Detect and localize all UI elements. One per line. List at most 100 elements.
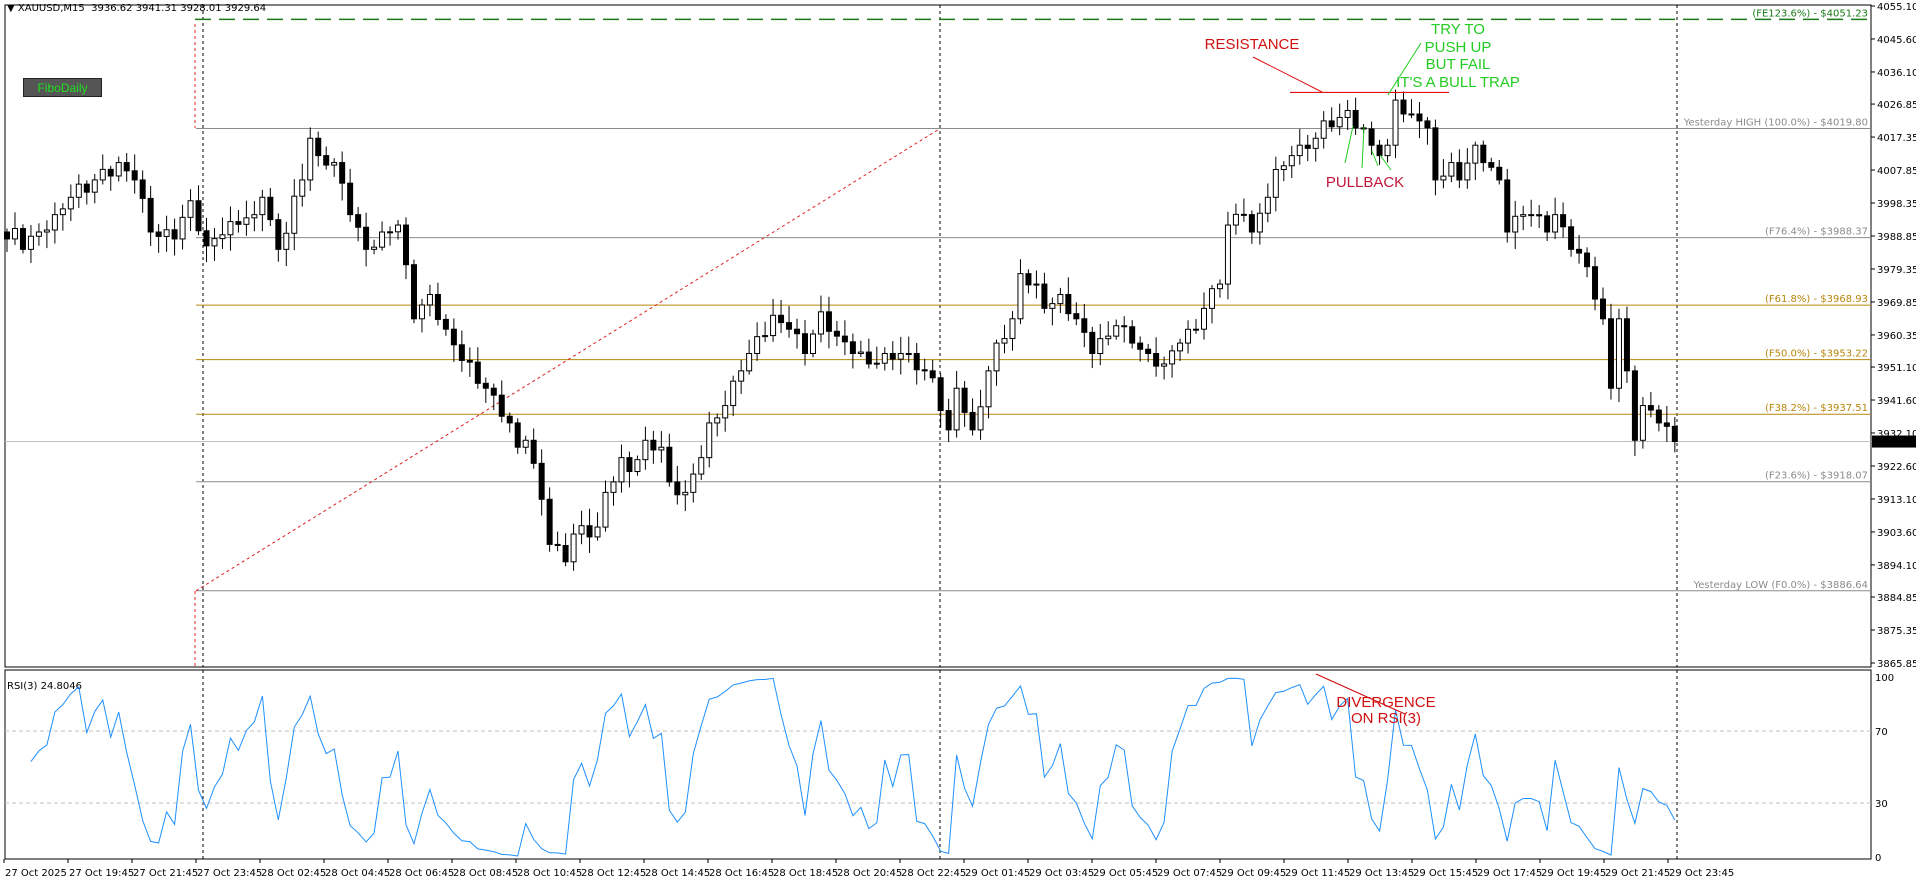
time-tick-label: 28 Oct 18:45 (773, 868, 838, 879)
bear-candle (921, 369, 928, 372)
bear-candle (490, 387, 497, 396)
bull-candle (219, 234, 226, 240)
bull-candle (163, 229, 170, 237)
time-tick-label: 28 Oct 22:45 (901, 868, 966, 879)
rsi-pane-border (4, 669, 1872, 860)
bull-candle (746, 352, 753, 372)
bear-candle (1647, 405, 1654, 411)
bear-candle (1655, 409, 1662, 424)
bear-candle (363, 226, 370, 250)
bear-candle (1073, 313, 1080, 320)
bull-candle (1161, 363, 1168, 367)
bear-candle (586, 525, 593, 538)
bear-candle (1504, 179, 1511, 233)
bear-candle (267, 196, 274, 221)
price-tick-label: 3875.35 (1877, 626, 1916, 637)
bull-candle (43, 229, 50, 233)
bull-candle (187, 200, 194, 218)
symbol-label: XAUUSD,M15 (17, 3, 85, 14)
bear-candle (450, 328, 457, 346)
price-tick-label: 3951.10 (1877, 363, 1916, 374)
bull-candle (371, 246, 378, 250)
pullback-pointer (1379, 154, 1392, 171)
bear-candle (794, 328, 801, 335)
bear-candle (514, 422, 521, 448)
bear-candle (506, 415, 513, 424)
fib-label: (FE123.6%) - $4051.23 (1752, 8, 1868, 19)
bear-candle (1631, 370, 1638, 441)
pullback-pointer (1371, 150, 1379, 167)
bull-candle (1105, 335, 1112, 340)
bear-candle (83, 183, 90, 193)
bear-candle (530, 439, 537, 464)
bear-candle (961, 387, 968, 413)
bull-candle (1049, 303, 1056, 309)
bull-candle (1256, 212, 1263, 233)
bear-candle (139, 179, 146, 199)
time-tick-label: 28 Oct 16:45 (709, 868, 774, 879)
price-tick-label: 3969.85 (1877, 298, 1916, 309)
divergence-label-2: ON RSI(3) (1351, 710, 1421, 727)
bear-candle (538, 462, 545, 500)
bear-candle (1671, 425, 1678, 443)
time-tick-label: 28 Oct 02:45 (261, 868, 326, 879)
bull-candle (1113, 325, 1120, 337)
divergence-line (1315, 673, 1406, 715)
bull-candle (1280, 165, 1287, 171)
bull-candle (618, 457, 625, 483)
fib-label: (F61.8%) - $3968.93 (1765, 294, 1868, 305)
fibonacci-levels: (FE123.6%) - $4051.23 Yesterday HIGH (100… (194, 8, 1871, 667)
bear-candle (410, 264, 417, 320)
bull-candle (1201, 307, 1207, 330)
rsi-tick-label: 0 (1875, 853, 1881, 864)
bull-candle (1528, 214, 1535, 217)
candlesticks (4, 89, 1678, 571)
rsi-tick-label: 70 (1875, 727, 1888, 738)
bear-candle (1240, 213, 1247, 216)
fib-label: (F76.4%) - $3988.37 (1765, 227, 1868, 238)
time-tick-label: 29 Oct 17:45 (1477, 868, 1542, 879)
bear-candle (833, 330, 840, 337)
bull-candle (27, 235, 34, 250)
bear-candle (323, 155, 330, 166)
fibodaily-button[interactable]: FiboDaily (23, 78, 102, 97)
time-tick-label: 27 Oct 2025 (5, 868, 67, 879)
bear-candle (1496, 166, 1503, 181)
bear-candle (1663, 422, 1670, 427)
bull-candle (51, 214, 58, 231)
bull-candle (698, 457, 705, 475)
bear-candle (825, 311, 832, 332)
time-tick-label: 28 Oct 14:45 (645, 868, 710, 879)
bull-candle (730, 380, 737, 407)
chart-frame (4, 4, 1872, 860)
bear-candle (275, 219, 282, 250)
bear-candle (1623, 318, 1630, 372)
bear-candle (889, 352, 896, 360)
bear-candle (1544, 215, 1551, 233)
main-pane-border (4, 4, 1872, 668)
price-tick-label: 3894.10 (1877, 561, 1916, 572)
bull-trap-pointer (1387, 42, 1422, 96)
bull-candle (1448, 162, 1455, 177)
bull-candle (1193, 328, 1200, 331)
bull-candle (379, 231, 386, 248)
bear-candle (434, 293, 441, 320)
dropdown-triangle-icon[interactable]: ▼ (7, 3, 18, 14)
bear-candle (466, 359, 473, 363)
price-tick-label: 4017.35 (1877, 133, 1916, 144)
price-tick-label: 4007.85 (1877, 166, 1916, 177)
bull-candle (522, 439, 529, 448)
fib-label: Yesterday HIGH (100.0%) - $4019.80 (1683, 118, 1868, 129)
axes: 4055.10 4045.60 4036.10 4026.85 4017.35 4007.… (3, 2, 1916, 879)
bear-candle (155, 231, 162, 237)
bear-candle (1480, 144, 1487, 164)
bear-candle (1129, 326, 1136, 344)
rsi-tick-label: 100 (1875, 673, 1894, 684)
fib-label: (F50.0%) - $3953.22 (1765, 349, 1868, 360)
bull-candle (1472, 144, 1479, 164)
bear-candle (1041, 283, 1048, 309)
bull-candle (722, 405, 729, 419)
current-price-badge (1872, 435, 1916, 448)
ohlc-values: 3936.62 3941.31 3928.01 3929.64 (91, 3, 267, 14)
